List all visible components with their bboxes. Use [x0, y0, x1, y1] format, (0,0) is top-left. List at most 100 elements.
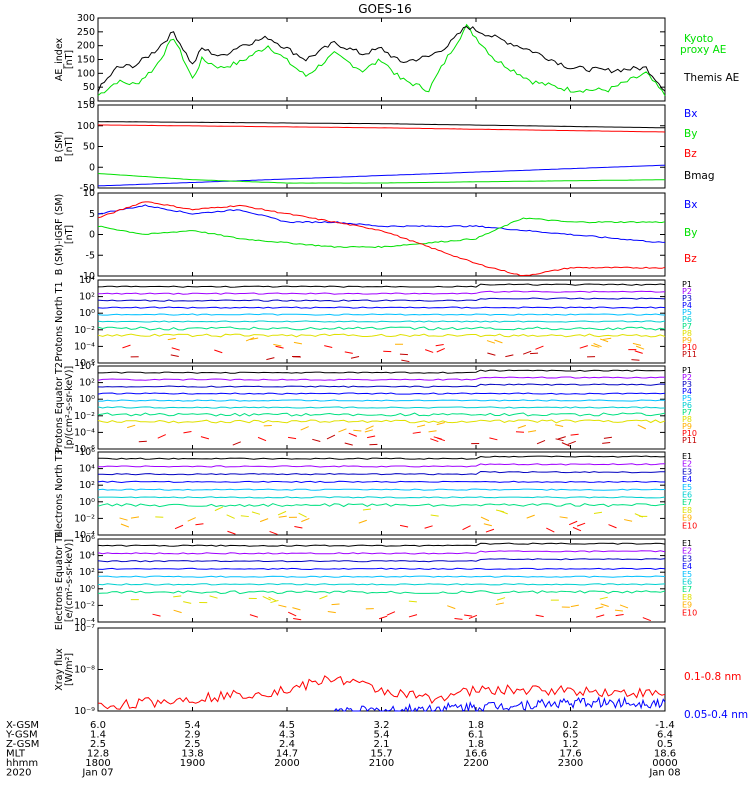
y-axis-label: Electrons Equator T4 [54, 531, 65, 630]
channel-label: E1 [682, 452, 692, 461]
orbit-value: 5.4 [374, 730, 390, 741]
flux-channel-e8 [251, 511, 261, 515]
panel-frame [97, 627, 666, 712]
flux-channel-e9 [480, 516, 490, 522]
flux-channel-p9 [250, 337, 259, 341]
legend-xray-long: 0.1-0.8 nm [684, 671, 741, 683]
series-line-bx [97, 204, 666, 243]
flux-channel-p11 [505, 354, 514, 358]
flux-channel-e9 [623, 519, 633, 522]
channel-label: E7 [682, 585, 692, 594]
flux-channel-e10 [546, 527, 555, 533]
flux-channel-e8 [173, 595, 182, 598]
flux-channel-p10 [367, 435, 376, 439]
flux-channel-p10 [433, 436, 442, 440]
legend-by: By [684, 227, 697, 239]
y-tick-label: 0 [89, 96, 95, 107]
flux-channel-e10 [269, 530, 278, 535]
flux-channel-e8 [599, 596, 608, 600]
orbit-value: 6.4 [657, 730, 673, 741]
orbit-value: 3.2 [374, 720, 390, 731]
orbit-value: 0.2 [563, 720, 579, 731]
flux-channel-p1 [98, 369, 666, 374]
flux-channel-e9 [278, 604, 287, 608]
channel-label: P9 [682, 422, 692, 431]
flux-channel-p8 [97, 419, 666, 424]
flux-channel-p11 [487, 352, 496, 356]
flux-channel-p10 [183, 431, 192, 434]
channel-label: P4 [682, 301, 692, 310]
flux-channel-e10 [287, 611, 297, 617]
channel-label: E6 [682, 578, 692, 587]
y-tick-label: 10⁴ [79, 361, 95, 372]
channel-label: P9 [682, 336, 692, 345]
flux-channel-e9 [526, 514, 535, 519]
panel-ae: 0 50 100 150 200 250 300 AE_index [nT] [54, 13, 666, 107]
channel-label: P2 [682, 287, 692, 296]
orbit-value: 6.5 [563, 730, 579, 741]
series-line-0-05-0-4-nm [333, 696, 666, 713]
channel-label: E10 [682, 521, 697, 530]
y-tick-label: 10⁻⁸ [74, 665, 95, 676]
flux-channel-p9 [436, 421, 445, 426]
series-line-bmag [97, 121, 665, 129]
orbit-value: 18.6 [654, 749, 676, 760]
channel-label: E4 [682, 475, 692, 484]
panel-protons_t2: 10⁻⁶ 10⁻⁴ 10⁻² 10⁰ 10² 10⁴ Protons Equator T2[… [54, 361, 697, 455]
flux-channel-e10 [424, 525, 433, 529]
flux-channel-e9 [495, 602, 504, 606]
flux-channel-p10 [535, 345, 544, 350]
channel-label: P5 [682, 308, 692, 317]
y-axis-label: Protons North T1 [54, 281, 65, 361]
flux-channel-p10 [489, 437, 498, 441]
flux-channel-e10 [596, 614, 605, 618]
flux-channel-p10 [287, 436, 297, 440]
channel-label: P10 [682, 429, 697, 438]
orbit-value: 5.4 [185, 720, 201, 731]
flux-channel-p3 [97, 383, 666, 388]
y-tick-label: 10⁻² [74, 513, 95, 524]
y-tick-label: 10⁻⁴ [74, 427, 95, 438]
flux-channel-e10 [464, 614, 473, 617]
flux-channel-e10 [454, 617, 463, 620]
orbit-value: 2.5 [90, 739, 106, 750]
orbit-value: 12.8 [87, 749, 109, 760]
flux-channel-e2 [97, 463, 666, 468]
orbit-row-label: hhmm [6, 758, 38, 769]
flux-channel-e3 [97, 470, 665, 476]
flux-channel-e9 [447, 605, 456, 610]
flux-channel-e10 [152, 613, 161, 617]
orbit-value: Jan 07 [81, 768, 113, 779]
flux-channel-e8 [593, 511, 603, 514]
flux-channel-e10 [227, 530, 236, 535]
flux-channel-e4 [97, 480, 665, 484]
orbit-value: 2.5 [185, 739, 201, 750]
channel-label: P6 [682, 315, 692, 324]
orbit-value: 15.7 [370, 749, 392, 760]
flux-channel-e8 [430, 514, 439, 517]
orbit-value: 2000 [274, 758, 299, 769]
panel-electrons_t3: 10⁻⁴ 10⁻² 10⁰ 10² 10⁴ 10⁶ Electrons North T3 E1… [54, 447, 697, 541]
flux-channel-e10 [408, 614, 418, 618]
flux-channel-e8 [634, 513, 644, 518]
orbit-table: X-GSM 6.0 5.4 4.5 3.2 1.8 0.2 -1.4 Y-GSM 1.4 2.9 4.… [5, 720, 681, 779]
flux-channel-p11 [138, 440, 147, 443]
y-tick-label: -10 [79, 271, 95, 282]
channel-label: P2 [682, 373, 692, 382]
orbit-value: 13.8 [181, 749, 203, 760]
flux-channel-p10 [436, 347, 445, 353]
channel-label: P10 [682, 343, 697, 352]
flux-channel-e8 [240, 515, 249, 518]
flux-channel-e8 [268, 596, 277, 602]
channel-label: E2 [682, 547, 692, 556]
legend-bz: Bz [684, 148, 697, 160]
channel-label: E10 [682, 608, 697, 617]
flux-channel-e10 [378, 615, 388, 620]
flux-channel-p11 [232, 441, 241, 446]
channel-label: P3 [682, 380, 692, 389]
flux-channel-p4 [97, 306, 666, 309]
flux-channel-p11 [326, 434, 336, 440]
orbit-value: 2.9 [185, 730, 201, 741]
orbit-value: 1800 [85, 758, 110, 769]
